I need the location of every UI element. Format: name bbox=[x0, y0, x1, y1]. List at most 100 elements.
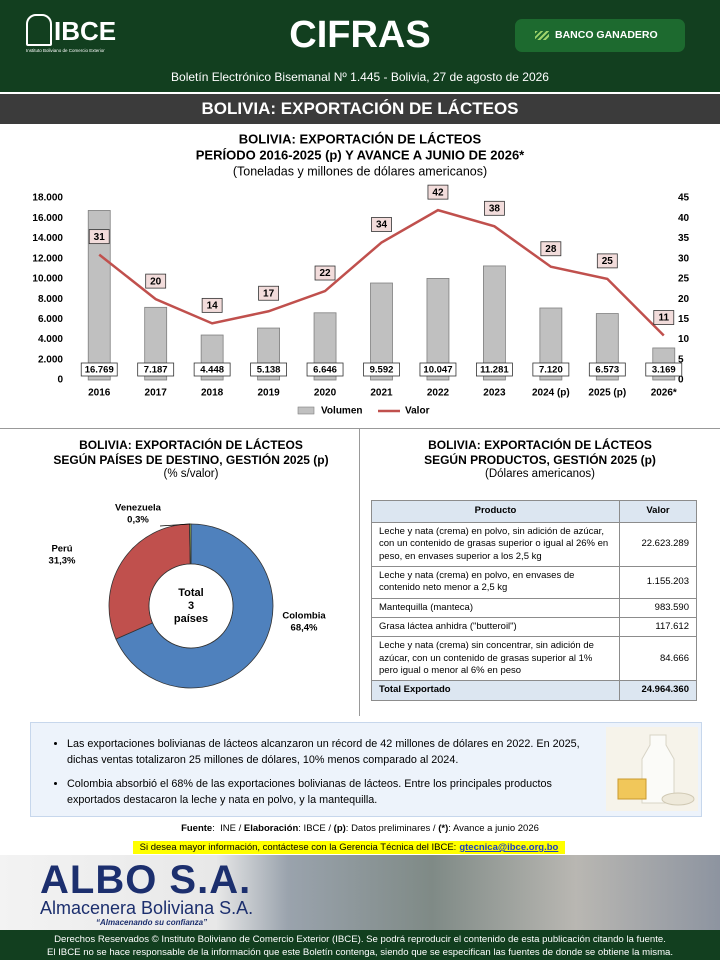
label-box bbox=[419, 362, 457, 377]
center-label: países bbox=[174, 613, 208, 625]
label-box bbox=[306, 362, 344, 377]
bar bbox=[483, 265, 506, 381]
column-header: Producto bbox=[371, 500, 620, 523]
table-unit: (Dólares americanos) bbox=[485, 468, 595, 480]
label-box bbox=[88, 229, 110, 245]
column-header: Valor bbox=[619, 500, 697, 523]
table-row: Leche y nata (crema) sin concentrar, sin… bbox=[371, 636, 697, 682]
footer-line: Derechos Reservados © Instituto Bolivian… bbox=[54, 934, 666, 945]
bar-value-label: 16.769 bbox=[85, 365, 114, 376]
bar bbox=[370, 282, 393, 381]
x-tick-label: 2019 bbox=[257, 388, 280, 399]
source-part: : Avance a junio 2026 bbox=[448, 823, 539, 834]
header-title: CIFRAS bbox=[289, 14, 431, 56]
x-tick-label: 2018 bbox=[201, 388, 224, 399]
contact-text: Si desea mayor información, contáctese c… bbox=[139, 842, 457, 853]
source-part: : IBCE / bbox=[298, 823, 334, 834]
chart-subtitle: PERÍODO 2016-2025 (p) Y AVANCE A JUNIO D… bbox=[196, 147, 525, 162]
slice-label: Perú bbox=[51, 544, 72, 555]
chart-unit: (% s/valor) bbox=[164, 468, 219, 480]
y-tick-label: 5 bbox=[678, 354, 684, 365]
source-part: (*) bbox=[438, 823, 449, 834]
label-box bbox=[193, 362, 231, 377]
header-row: Producto Valor bbox=[371, 500, 697, 523]
line-value-label: 28 bbox=[545, 244, 557, 255]
divider bbox=[359, 429, 360, 716]
donut-chart: BOLIVIA: EXPORTACIÓN DE LÁCTEOS SEGÚN PA… bbox=[49, 437, 329, 689]
line-value-label: 22 bbox=[319, 268, 331, 279]
chart-unit: (Toneladas y millones de dólares america… bbox=[233, 164, 487, 178]
cheese bbox=[617, 778, 647, 800]
bar-value-label: 3.169 bbox=[652, 365, 676, 376]
line-value-label: 34 bbox=[376, 220, 388, 231]
bar-value-label: 7.187 bbox=[144, 365, 168, 376]
dairy-picture bbox=[606, 727, 698, 811]
slice-label: Colombia bbox=[282, 611, 326, 622]
bar bbox=[87, 210, 111, 381]
divider bbox=[0, 428, 720, 429]
slice-label: Venezuela bbox=[115, 503, 162, 514]
product-cell: Leche y nata (crema) sin concentrar, sin… bbox=[371, 636, 620, 682]
line-value-label: 25 bbox=[602, 256, 614, 267]
bar-value-label: 6.646 bbox=[313, 365, 337, 376]
value-cell: 117.612 bbox=[619, 617, 697, 638]
source-part: Elaboración bbox=[243, 823, 299, 834]
bar bbox=[426, 278, 450, 381]
y-tick-label: 2.000 bbox=[38, 354, 63, 365]
y-tick-label: 12.000 bbox=[32, 253, 63, 264]
x-tick-label: 2016 bbox=[88, 388, 111, 399]
chart-title: BOLIVIA: EXPORTACIÓN DE LÁCTEOS bbox=[79, 437, 303, 452]
y-tick-label: 10.000 bbox=[32, 274, 63, 285]
sponsor-name: BANCO GANADERO bbox=[555, 29, 658, 41]
value-cell: 22.623.289 bbox=[619, 521, 697, 568]
x-tick-label: 2023 bbox=[483, 388, 506, 399]
label-box bbox=[371, 217, 392, 232]
label-box bbox=[137, 362, 175, 377]
table-row: Leche y nata (crema) en polvo, en envase… bbox=[371, 566, 697, 599]
line-value-label: 31 bbox=[94, 232, 106, 243]
chart-subtitle: SEGÚN PAÍSES DE DESTINO, GESTIÓN 2025 (p… bbox=[53, 452, 328, 467]
table-subtitle: SEGÚN PRODUCTOS, GESTIÓN 2025 (p) bbox=[424, 452, 656, 467]
sponsor-button[interactable]: BANCO GANADERO bbox=[515, 19, 685, 52]
logo: IBCE Instituto Boliviano de Comercio Ext… bbox=[26, 12, 122, 53]
footer: Derechos Reservados © Instituto Bolivian… bbox=[0, 930, 720, 960]
source-part: Fuente bbox=[181, 823, 213, 834]
logo-text: IBCE bbox=[54, 16, 117, 46]
label-box bbox=[258, 285, 279, 301]
logo-icon bbox=[26, 14, 52, 46]
table-title: BOLIVIA: EXPORTACIÓN DE LÁCTEOS bbox=[428, 437, 652, 452]
contact-email[interactable]: gtecnica@ibce.org.bo bbox=[459, 842, 559, 853]
legend-swatch bbox=[297, 406, 315, 415]
value-cell: 1.155.203 bbox=[619, 566, 697, 599]
y-tick-label: 14.000 bbox=[32, 233, 63, 244]
x-tick-label: 2026* bbox=[651, 388, 677, 399]
bar bbox=[539, 307, 563, 381]
slice-value-label: 31,3% bbox=[49, 556, 76, 567]
line-value-label: 20 bbox=[150, 276, 162, 287]
label-box bbox=[532, 362, 570, 377]
source-part: : INE / bbox=[212, 823, 244, 834]
butter bbox=[661, 792, 695, 806]
product-cell: Mantequilla (manteca) bbox=[371, 597, 620, 619]
label-box bbox=[314, 265, 336, 281]
donut-hole bbox=[148, 563, 234, 649]
y-tick-label: 15 bbox=[678, 314, 690, 325]
bar-value-label: 10.047 bbox=[423, 365, 452, 376]
sponsor-icon bbox=[535, 31, 549, 40]
total-label: Total Exportado bbox=[371, 680, 620, 701]
label-box bbox=[596, 253, 618, 269]
label-box bbox=[484, 200, 505, 216]
product-cell: Leche y nata (crema) en polvo, en envase… bbox=[371, 566, 620, 599]
line-value-label: 42 bbox=[432, 187, 444, 198]
total-row: Total Exportado 24.964.360 bbox=[371, 680, 697, 701]
value-cell: 84.666 bbox=[619, 636, 697, 682]
y-tick-label: 4.000 bbox=[38, 334, 63, 345]
ad-slogan: “Almacenando su confianza” bbox=[96, 918, 208, 927]
bar-value-label: 9.592 bbox=[370, 365, 394, 376]
line-value-label: 38 bbox=[489, 203, 501, 214]
x-tick-label: 2017 bbox=[145, 388, 168, 399]
value-line bbox=[98, 208, 665, 337]
y-tick-label: 25 bbox=[678, 274, 690, 285]
x-tick-label: 2021 bbox=[370, 388, 393, 399]
